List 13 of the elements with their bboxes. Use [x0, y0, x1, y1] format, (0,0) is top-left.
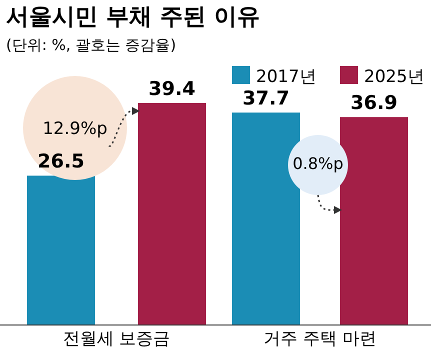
- annotation: 0.8%p: [292, 154, 344, 173]
- data-label: 37.7: [242, 88, 290, 110]
- x-tick-label: 거주 주택 마련: [264, 329, 376, 348]
- bar: [138, 103, 206, 325]
- x-tick-label: 전월세 보증금: [62, 329, 170, 348]
- legend-label: 2017년: [256, 67, 316, 87]
- annotation: 12.9%p: [42, 119, 108, 139]
- data-label: 26.5: [38, 150, 84, 173]
- legend-label: 2025년: [364, 67, 424, 87]
- chart-title: 서울시민 부채 주된 이유: [6, 4, 260, 30]
- data-label: 39.4: [148, 78, 196, 100]
- data-label: 36.9: [350, 92, 398, 114]
- chart-subtitle: (단위: %, 괄호는 증감율): [6, 36, 176, 54]
